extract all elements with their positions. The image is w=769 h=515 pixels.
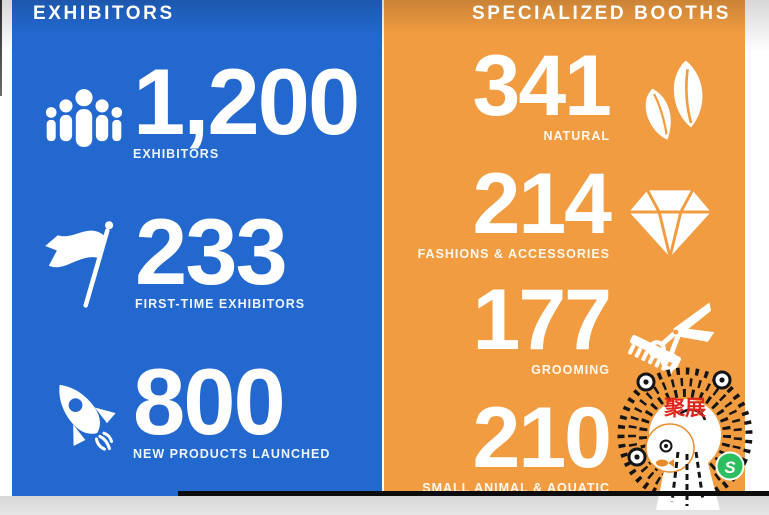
stat-label: FASHIONS & ACCESSORIES (417, 247, 610, 262)
stat-fashions-accessories: 214 FASHIONS & ACCESSORIES (417, 156, 716, 262)
stat-label: FIRST-TIME EXHIBITORS (135, 297, 306, 312)
stat-label: EXHIBITORS (133, 147, 220, 162)
stat-value: 214 (472, 156, 613, 252)
flag-icon (38, 218, 128, 310)
stat-label: NATURAL (543, 129, 610, 144)
left-edge-line (0, 0, 2, 96)
leaves-icon (624, 56, 716, 146)
stat-value: 341 (472, 38, 612, 134)
diamond-icon (624, 182, 716, 262)
scissors-comb-icon (624, 296, 716, 378)
exhibitors-panel-title: EXHIBITORS (33, 3, 175, 24)
stat-label: GROOMING (531, 363, 610, 378)
qr-position-markers (627, 370, 732, 467)
stat-first-time-exhibitors: 233 FIRST-TIME EXHIBITORS (38, 199, 306, 312)
qr-green-logo: S (715, 451, 745, 481)
stat-value: 1,200 (133, 49, 360, 154)
stat-value: 210 (472, 390, 612, 486)
stat-value: 800 (133, 349, 286, 454)
qr-logo-letter: S (724, 458, 736, 477)
exhibitors-panel: EXHIBITORS 1,200 EXHIBITORS (12, 0, 382, 496)
specialized-booths-panel-title: SPECIALIZED BOOTHS (472, 3, 731, 24)
stat-new-products: 800 NEW PRODUCTS LAUNCHED (40, 349, 331, 462)
qr-brand-text: 聚展 (663, 397, 706, 420)
rocket-icon (40, 370, 128, 462)
stat-exhibitors: 1,200 EXHIBITORS (40, 49, 360, 162)
stat-natural: 341 NATURAL (472, 38, 717, 146)
exhibitors-group-icon (40, 78, 128, 160)
stat-value: 177 (472, 272, 612, 368)
specialized-booths-panel: SPECIALIZED BOOTHS 341 NATURAL 214 FASHI… (384, 0, 745, 496)
qr-code-badge: 聚展 S (610, 360, 760, 510)
bottom-black-bar (178, 491, 769, 496)
stat-grooming: 177 GROOMING (472, 272, 717, 378)
stat-value: 233 (135, 199, 288, 304)
stat-label: NEW PRODUCTS LAUNCHED (133, 447, 331, 462)
